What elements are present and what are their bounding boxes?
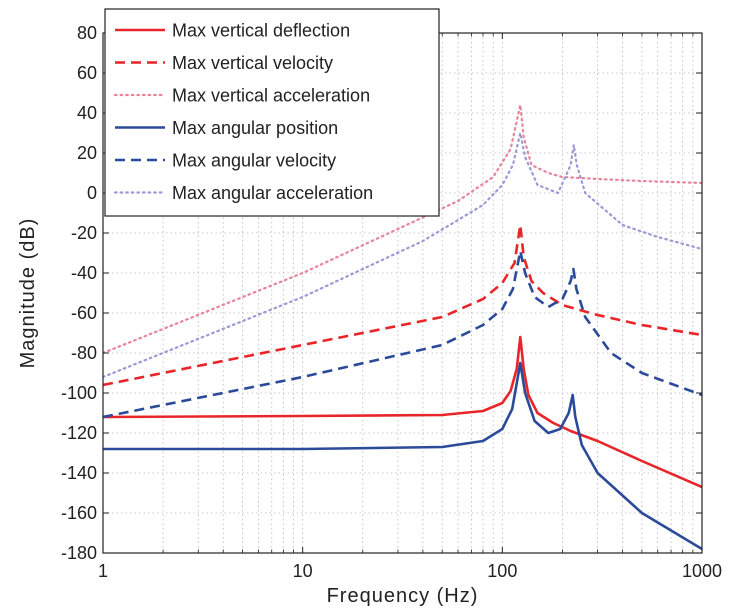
x-tick-label: 100 <box>487 561 517 581</box>
y-axis-label: Magnitude (dB) <box>17 218 39 369</box>
y-tick-label: 40 <box>77 103 97 123</box>
legend-label: Max angular position <box>172 118 338 138</box>
legend-label: Max vertical velocity <box>172 53 333 73</box>
series-line-5 <box>103 249 702 419</box>
legend-label: Max vertical acceleration <box>172 86 370 106</box>
axes: -180 -160 -140 -120 -100 -80 -60 -40 -20 0 20 40 60 8… <box>61 23 722 581</box>
y-tick-label: -160 <box>61 503 97 523</box>
y-tick-label: -180 <box>61 543 97 563</box>
y-tick-label: 60 <box>77 63 97 83</box>
x-tick-label: 1000 <box>682 561 722 581</box>
y-tick-label: -120 <box>61 423 97 443</box>
y-tick-label: 80 <box>77 23 97 43</box>
legend-label: Max angular velocity <box>172 151 336 171</box>
y-tick-label: 20 <box>77 143 97 163</box>
x-tick-label: 10 <box>293 561 313 581</box>
y-tick-label: -100 <box>61 383 97 403</box>
series-line-4 <box>103 361 702 551</box>
y-tick-label: -20 <box>71 223 97 243</box>
series-line-1 <box>103 335 702 489</box>
x-tick-label: 1 <box>98 561 108 581</box>
legend-label: Max angular acceleration <box>172 183 373 203</box>
series-line-2 <box>103 223 702 387</box>
series-line-3 <box>103 103 702 355</box>
x-axis-label: Frequency (Hz) <box>327 585 479 607</box>
legend: Max vertical deflection Max vertical velo… <box>104 8 440 217</box>
legend-label: Max vertical deflection <box>172 21 350 41</box>
y-tick-label: -60 <box>71 303 97 323</box>
y-tick-label: -40 <box>71 263 97 283</box>
y-tick-label: -140 <box>61 463 97 483</box>
series-line-6 <box>103 131 702 379</box>
legend-box <box>104 8 440 217</box>
series-lines <box>103 103 702 551</box>
y-tick-label: -80 <box>71 343 97 363</box>
y-tick-label: 0 <box>87 183 97 203</box>
